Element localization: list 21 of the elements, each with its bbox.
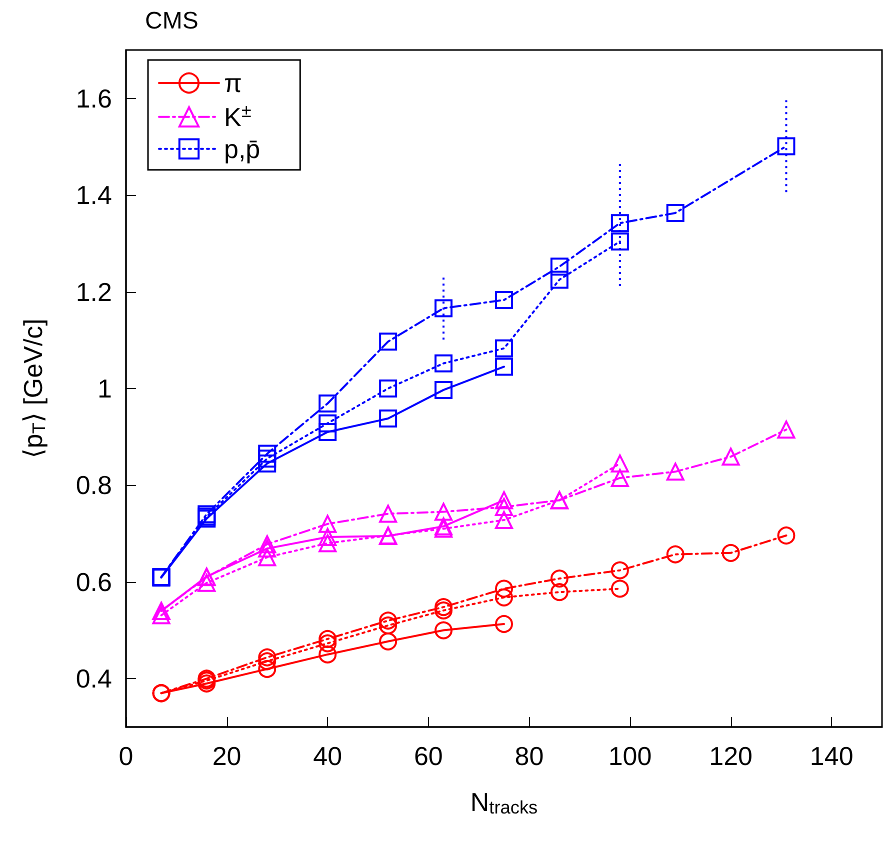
y-tick-label: 0.6 bbox=[76, 566, 112, 597]
legend-label: π bbox=[224, 68, 242, 98]
x-tick-label: 40 bbox=[313, 741, 342, 771]
y-tick-label: 1 bbox=[98, 374, 112, 404]
chart-title: CMS bbox=[145, 8, 198, 34]
y-tick-label: 0.8 bbox=[76, 470, 112, 500]
x-tick-label: 80 bbox=[514, 741, 544, 771]
y-tick-label: 1.2 bbox=[76, 276, 112, 307]
x-tick-label: 120 bbox=[709, 741, 752, 771]
y-tick-label: 0.4 bbox=[76, 664, 112, 694]
legend-label: p,p̄ bbox=[224, 134, 260, 164]
x-tick-label: 140 bbox=[810, 741, 854, 771]
y-tick-label: 1.4 bbox=[76, 180, 112, 210]
legend-label: K± bbox=[224, 101, 252, 132]
x-tick-label: 100 bbox=[608, 741, 652, 771]
x-tick-label: 20 bbox=[212, 741, 242, 771]
y-tick-label: 1.6 bbox=[76, 83, 112, 114]
x-axis-title: Ntracks bbox=[470, 786, 538, 818]
x-tick-label: 0 bbox=[118, 741, 134, 771]
y-axis-title: ⟨pT⟩ [GeV/c] bbox=[18, 318, 49, 458]
x-tick-label: 60 bbox=[414, 741, 443, 771]
